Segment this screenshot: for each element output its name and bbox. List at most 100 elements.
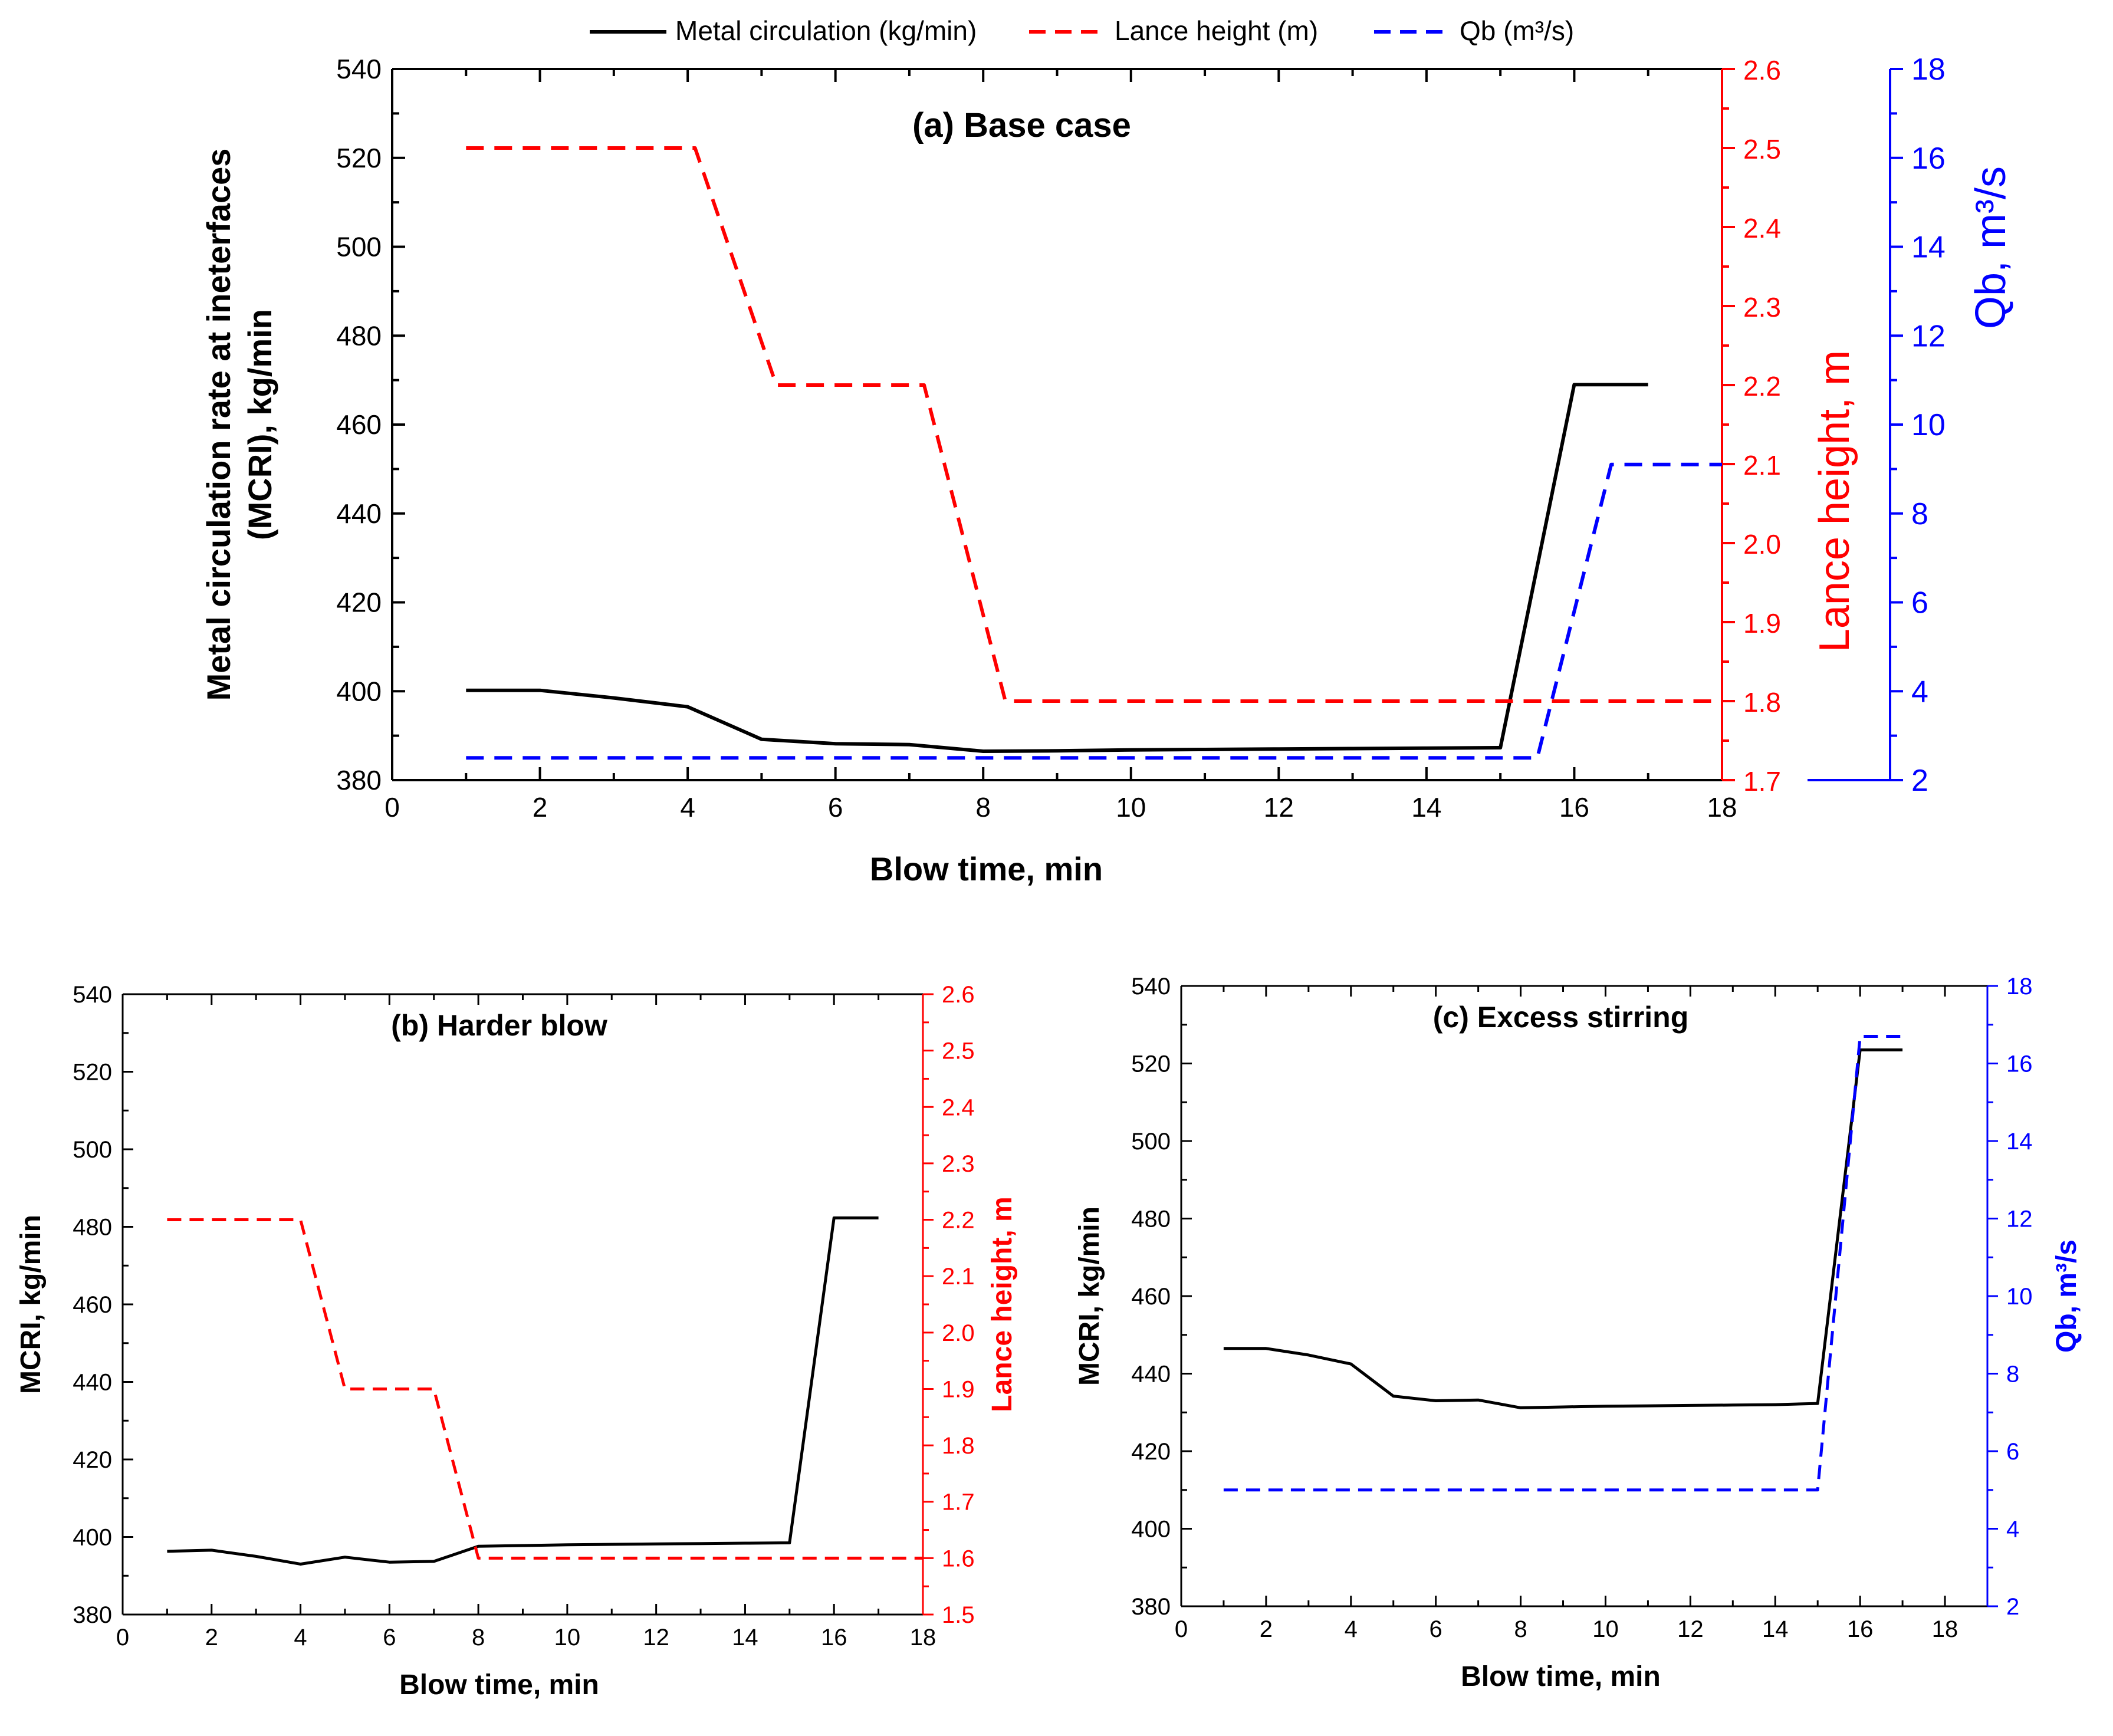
legend: Metal circulation (kg/min) Lance height (…	[590, 15, 1574, 46]
legend-label-metal: Metal circulation (kg/min)	[675, 15, 977, 46]
y-tick-label: 460	[336, 409, 382, 440]
metal-circulation-line	[167, 1216, 879, 1566]
lance-height-axis-title: Lance height, m	[1811, 350, 1858, 652]
y-tick-label: 480	[73, 1215, 112, 1241]
qb-tick-label: 10	[1911, 408, 1946, 442]
x-tick-label: 4	[1345, 1616, 1358, 1642]
x-tick-label: 16	[1847, 1616, 1874, 1642]
qb-tick-label: 4	[2006, 1517, 2019, 1543]
y-tick-label: 380	[1131, 1594, 1171, 1620]
x-tick-label: 10	[1592, 1616, 1619, 1642]
y-tick-label: 420	[1131, 1439, 1171, 1465]
lance-tick-label: 2.5	[942, 1038, 975, 1064]
lance-tick-label: 2.1	[1743, 450, 1781, 481]
x-tick-label: 6	[828, 792, 843, 823]
lance-tick-label: 1.8	[1743, 687, 1781, 718]
lance-height-line	[466, 146, 1722, 703]
lance-tick-label: 2.4	[1743, 213, 1781, 244]
x-tick-label: 6	[1430, 1616, 1442, 1642]
y-tick-label: 400	[73, 1525, 112, 1551]
x-tick-label: 10	[1116, 792, 1146, 823]
x-tick-label: 12	[1264, 792, 1294, 823]
y-tick-label: 540	[336, 54, 382, 84]
qb-tick-label: 18	[1911, 52, 1946, 87]
x-axis-title: Blow time, min	[399, 1669, 599, 1701]
lance-tick-label: 1.9	[1743, 608, 1781, 639]
y-tick-label: 500	[336, 232, 382, 262]
lance-tick-label: 2.0	[942, 1320, 975, 1346]
lance-tick-label: 2.6	[942, 982, 975, 1008]
y-tick-label: 520	[1131, 1051, 1171, 1077]
x-tick-label: 14	[1762, 1616, 1789, 1642]
x-tick-label: 18	[1932, 1616, 1958, 1642]
y-tick-label: 460	[1131, 1284, 1171, 1310]
y-tick-label: 380	[73, 1602, 112, 1628]
lance-tick-label: 1.6	[942, 1546, 975, 1571]
y-tick-label: 440	[1131, 1362, 1171, 1388]
qb-tick-label: 10	[2006, 1284, 2033, 1310]
qb-tick-label: 6	[2006, 1439, 2019, 1465]
y-tick-label: 500	[73, 1137, 112, 1163]
y-tick-label: 420	[336, 587, 382, 618]
qb-tick-label: 18	[2006, 974, 2033, 999]
y-axis-title: MCRI, kg/min	[1074, 1206, 1105, 1386]
lance-tick-label: 2.4	[942, 1094, 975, 1120]
qb-tick-label: 14	[2006, 1129, 2033, 1155]
y-tick-label: 520	[73, 1060, 112, 1086]
x-tick-label: 8	[472, 1625, 485, 1650]
lance-tick-label: 2.0	[1743, 529, 1781, 560]
qb-line	[1223, 1035, 1903, 1492]
lance-tick-label: 2.5	[1743, 134, 1781, 165]
x-tick-label: 0	[1175, 1616, 1188, 1642]
x-tick-label: 16	[821, 1625, 847, 1650]
panel-title: (c) Excess stirring	[1433, 1001, 1689, 1034]
qb-tick-label: 4	[1911, 675, 1928, 709]
panel-b-harder-blow: 0 2 4 6 8 10 12 14 16 18 380 400 420 440 460 480 500 520 5…	[15, 982, 1018, 1701]
y-axis-title-line: Metal circulation rate at ineterfaces	[200, 149, 237, 701]
x-tick-label: 2	[205, 1625, 218, 1650]
metal-circulation-line	[466, 383, 1648, 753]
qb-tick-label: 6	[1911, 586, 1928, 620]
lance-tick-label: 1.9	[942, 1376, 975, 1402]
panel-c-excess-stirring: 0 2 4 6 8 10 12 14 16 18 380 400 420 440 460 480 500 520 5…	[1074, 974, 2082, 1692]
x-tick-label: 16	[1559, 792, 1589, 823]
y-tick-label: 540	[1131, 974, 1171, 999]
y-tick-label: 400	[336, 676, 382, 706]
lance-tick-label: 2.2	[942, 1208, 975, 1234]
panel-title: (a) Base case	[912, 106, 1131, 144]
lance-tick-label: 2.1	[942, 1264, 975, 1290]
x-tick-label: 14	[1411, 792, 1441, 823]
x-axis-title: Blow time, min	[1461, 1661, 1661, 1692]
x-tick-label: 4	[294, 1625, 307, 1650]
x-axis-title: Blow time, min	[870, 850, 1103, 887]
x-tick-label: 8	[975, 792, 991, 823]
x-tick-label: 2	[533, 792, 548, 823]
x-tick-label: 0	[385, 792, 400, 823]
legend-label-qb: Qb (m³/s)	[1460, 15, 1574, 46]
qb-axis-title: Qb, m³/s	[2051, 1239, 2082, 1353]
lance-tick-label: 2.6	[1743, 55, 1781, 86]
y-tick-label: 380	[336, 765, 382, 795]
x-tick-label: 14	[732, 1625, 758, 1650]
qb-axis-title: Qb, m³/s	[1967, 166, 2015, 329]
x-tick-label: 10	[554, 1625, 581, 1650]
lance-tick-label: 2.3	[942, 1151, 975, 1177]
y-tick-label: 440	[336, 498, 382, 529]
y-tick-label: 420	[73, 1447, 112, 1473]
x-tick-label: 6	[383, 1625, 396, 1650]
qb-tick-label: 2	[2006, 1594, 2019, 1620]
y-tick-label: 440	[73, 1370, 112, 1396]
metal-circulation-line	[1223, 1048, 1903, 1409]
x-tick-label: 4	[680, 792, 695, 823]
qb-tick-label: 8	[2006, 1362, 2019, 1388]
lance-tick-label: 1.7	[1743, 766, 1781, 797]
x-tick-label: 8	[1514, 1616, 1527, 1642]
y-axis-title-line: (MCRI), kg/min	[241, 309, 278, 540]
qb-tick-label: 16	[2006, 1051, 2033, 1077]
lance-tick-label: 1.5	[942, 1602, 975, 1628]
x-tick-label: 18	[1707, 792, 1737, 823]
y-tick-label: 460	[73, 1292, 112, 1318]
lance-height-axis-title: Lance height, m	[987, 1196, 1018, 1412]
x-tick-label: 12	[1677, 1616, 1704, 1642]
